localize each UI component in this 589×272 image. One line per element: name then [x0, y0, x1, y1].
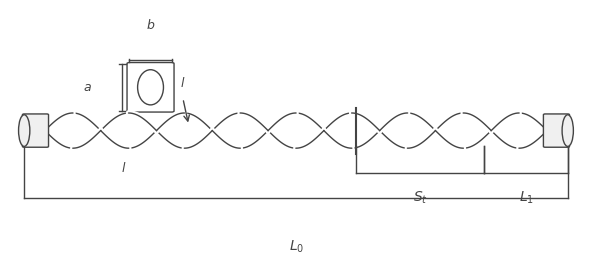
Text: $l$: $l$: [180, 76, 186, 90]
FancyBboxPatch shape: [544, 114, 570, 147]
Text: a: a: [84, 81, 91, 94]
FancyBboxPatch shape: [22, 114, 48, 147]
Text: b: b: [147, 19, 154, 32]
Text: $L_1$: $L_1$: [519, 190, 534, 206]
Ellipse shape: [562, 115, 573, 146]
Ellipse shape: [19, 115, 30, 146]
Text: $l$: $l$: [121, 162, 127, 175]
Text: $S_t$: $S_t$: [413, 190, 428, 206]
Text: $L_0$: $L_0$: [289, 239, 304, 255]
